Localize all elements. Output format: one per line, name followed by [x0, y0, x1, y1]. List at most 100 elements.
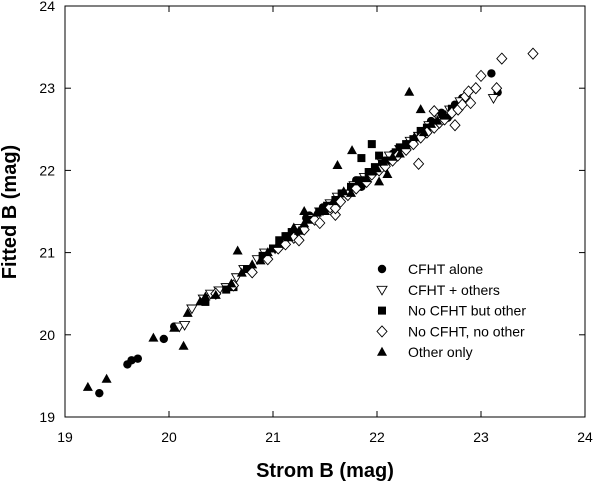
data-point	[281, 232, 290, 241]
data-point	[490, 82, 503, 95]
data-point	[315, 207, 324, 216]
data-point	[375, 151, 384, 160]
data-point	[262, 247, 273, 257]
data-point	[200, 291, 211, 301]
data-point	[169, 322, 180, 332]
data-point	[409, 132, 420, 142]
data-point	[357, 176, 366, 185]
y-tick-label: 20	[39, 327, 55, 343]
data-point	[133, 354, 142, 363]
data-point	[404, 86, 415, 96]
data-point	[475, 69, 487, 83]
data-point	[418, 127, 429, 137]
data-point	[275, 236, 284, 245]
data-point	[346, 187, 356, 197]
y-tick-label: 21	[39, 245, 55, 261]
data-point	[382, 169, 393, 179]
data-point	[283, 232, 294, 242]
data-point	[372, 163, 382, 173]
x-tick-label: 23	[473, 429, 489, 445]
data-point	[255, 255, 266, 265]
data-point	[232, 245, 243, 255]
y-tick-label: 23	[39, 80, 55, 96]
legend-label: No CFHT but other	[408, 303, 526, 319]
data-point	[387, 151, 398, 161]
data-point	[357, 154, 366, 163]
data-point	[148, 332, 159, 342]
data-point	[439, 110, 450, 120]
data-point	[246, 266, 258, 279]
legend-marker	[377, 346, 387, 356]
data-point	[247, 259, 258, 269]
x-tick-label: 19	[57, 429, 73, 445]
data-point	[487, 69, 496, 78]
x-tick-label: 21	[265, 429, 281, 445]
data-point	[201, 297, 210, 306]
data-point	[178, 320, 191, 331]
series-filled-triangle-up	[82, 86, 450, 391]
y-axis-title: Fitted B (mag)	[0, 145, 21, 279]
legend-marker	[376, 285, 388, 296]
legend-marker	[378, 306, 386, 315]
legend-label: Other only	[408, 344, 473, 360]
legend-label: No CFHT, no other	[408, 323, 525, 339]
data-point	[182, 307, 193, 317]
data-point	[258, 251, 267, 260]
x-tick-label: 20	[161, 429, 177, 445]
data-point	[222, 285, 231, 294]
data-point	[347, 145, 358, 155]
axis-ticks: 19 20 21 22 23 24 19 20 21 22 23 24	[39, 0, 593, 445]
data-point	[293, 234, 305, 247]
x-tick-label: 24	[577, 429, 593, 445]
data-point	[178, 340, 189, 350]
data-point	[415, 104, 426, 114]
y-tick-label: 24	[39, 0, 55, 14]
data-point	[287, 228, 296, 237]
data-point	[288, 222, 299, 232]
data-point	[426, 118, 437, 128]
data-point	[226, 278, 237, 288]
legend-marker	[377, 264, 387, 274]
data-point	[432, 115, 443, 125]
data-point	[243, 265, 251, 274]
data-point	[412, 157, 425, 170]
data-point	[496, 52, 508, 65]
data-point	[401, 140, 412, 150]
data-point	[378, 156, 389, 166]
data-point	[82, 381, 93, 391]
data-point	[416, 126, 425, 135]
data-point	[273, 238, 284, 248]
data-point	[329, 208, 342, 221]
data-point	[294, 225, 304, 235]
data-point	[334, 195, 347, 208]
data-point	[329, 202, 342, 215]
x-tick-label: 22	[369, 429, 385, 445]
y-tick-label: 22	[39, 162, 55, 178]
data-point	[353, 176, 364, 186]
data-point	[314, 216, 326, 230]
data-point	[338, 186, 349, 196]
data-point	[328, 196, 339, 206]
data-point	[311, 207, 322, 217]
plot-frame	[64, 5, 586, 418]
data-point	[428, 105, 440, 118]
data-point	[366, 166, 377, 176]
data-point	[449, 119, 461, 132]
data-points	[82, 47, 539, 398]
data-point	[101, 373, 112, 383]
data-point	[320, 206, 330, 215]
data-point	[395, 143, 404, 152]
data-point	[95, 388, 104, 398]
y-tick-label: 19	[39, 409, 55, 425]
data-point	[299, 206, 310, 215]
data-point	[347, 182, 355, 191]
data-point	[394, 148, 405, 158]
data-point	[367, 140, 376, 149]
data-point	[374, 176, 385, 186]
legend: CFHT alone CFHT + others No CFHT but other…	[376, 261, 526, 360]
data-point	[361, 173, 372, 183]
data-point	[350, 182, 362, 195]
data-point	[527, 47, 539, 60]
data-point	[462, 85, 475, 98]
x-axis-title: Strom B (mag)	[256, 460, 394, 482]
